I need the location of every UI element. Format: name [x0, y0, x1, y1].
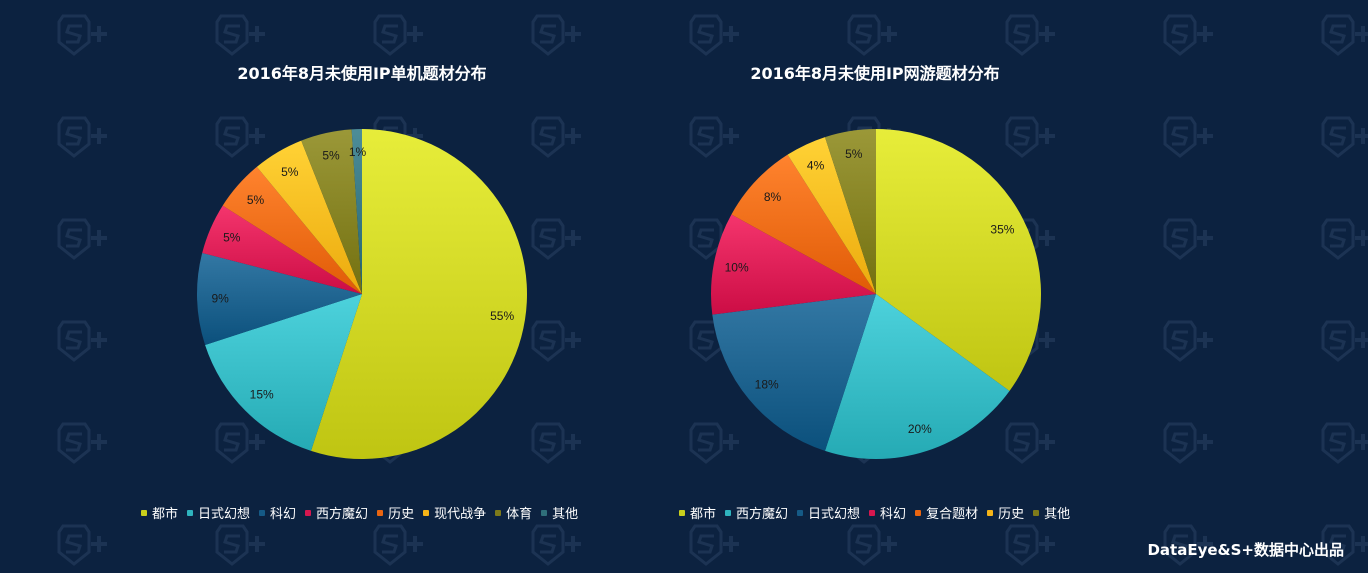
pie-slice-label-online-2: 18% [755, 377, 779, 391]
pie-slice-label-standalone-4: 5% [247, 193, 265, 207]
legend-label: 现代战争 [434, 507, 487, 522]
legend-item-online-1[interactable]: 西方魔幻 [725, 503, 788, 522]
legend-label: 科幻 [270, 507, 297, 522]
legend-item-online-4[interactable]: 复合题材 [915, 503, 978, 522]
legend-label: 西方魔幻 [316, 507, 369, 522]
legend-item-online-0[interactable]: 都市 [679, 503, 716, 522]
legend-swatch [1033, 509, 1040, 516]
legend-item-online-3[interactable]: 科幻 [869, 503, 906, 522]
legend-label: 其他 [552, 507, 579, 522]
legend-label: 都市 [690, 507, 717, 522]
legend-swatch [797, 509, 804, 516]
pie-slice-standalone-0 [311, 129, 527, 459]
legend-swatch [869, 509, 876, 516]
legend-item-standalone-7[interactable]: 其他 [541, 503, 578, 522]
legend-swatch [541, 509, 548, 516]
pie-slice-label-standalone-1: 15% [250, 387, 274, 401]
legend-label: 日式幻想 [808, 507, 861, 522]
legend-item-online-2[interactable]: 日式幻想 [797, 503, 860, 522]
legend-swatch [725, 509, 732, 516]
pie-slice-standalone-4 [222, 166, 362, 294]
legend-label: 其他 [1044, 507, 1071, 522]
legend-swatch [141, 509, 147, 516]
legend-swatch [259, 509, 266, 516]
legend-label: 日式幻想 [198, 507, 251, 522]
legend-standalone: 都市 日式幻想 科幻 西方魔幻 历史 现代战争 体育 其他 [141, 503, 587, 522]
pie-slice-label-online-6: 5% [845, 147, 863, 161]
pie-slice-standalone-6 [301, 129, 362, 294]
legend-item-standalone-4[interactable]: 历史 [377, 503, 414, 522]
legend-swatch [423, 509, 430, 516]
pie-slice-online-1 [825, 294, 1010, 459]
legend-item-online-6[interactable]: 其他 [1033, 503, 1070, 522]
legend-item-standalone-6[interactable]: 体育 [495, 503, 532, 522]
pie-slice-label-standalone-3: 5% [223, 231, 241, 245]
pie-slice-label-online-1: 20% [908, 422, 932, 436]
chart-title-standalone: 2016年8月未使用IP单机题材分布 [237, 64, 487, 83]
legend-label: 复合题材 [926, 507, 979, 522]
legend-label: 历史 [998, 507, 1025, 522]
legend-swatch [495, 509, 502, 516]
pie-slice-label-online-3: 10% [725, 260, 749, 274]
pie-slice-label-standalone-5: 5% [281, 165, 299, 179]
pie-slice-online-2 [712, 294, 876, 451]
legend-online: 都市 西方魔幻 日式幻想 科幻 复合题材 历史 其他 [679, 503, 1079, 522]
credit-text: DataEye&S+数据中心出品 [1147, 541, 1344, 559]
pie-slice-online-5 [787, 137, 876, 294]
legend-item-standalone-2[interactable]: 科幻 [259, 503, 296, 522]
legend-item-standalone-1[interactable]: 日式幻想 [187, 503, 250, 522]
pie-slice-label-standalone-6: 5% [322, 149, 340, 163]
pie-slice-label-online-0: 35% [990, 223, 1014, 237]
legend-item-standalone-3[interactable]: 西方魔幻 [305, 503, 368, 522]
pie-slice-label-online-4: 8% [764, 190, 782, 204]
chart-title-online: 2016年8月未使用IP网游题材分布 [750, 64, 1000, 83]
legend-label: 体育 [506, 507, 533, 522]
legend-item-standalone-0[interactable]: 都市 [141, 503, 178, 522]
pie-slice-label-standalone-0: 55% [490, 309, 514, 323]
legend-label: 都市 [152, 507, 179, 522]
legend-label: 历史 [388, 507, 415, 522]
legend-label: 西方魔幻 [736, 507, 789, 522]
pie-slice-online-6 [825, 129, 876, 294]
legend-swatch [679, 509, 685, 516]
legend-swatch [187, 509, 194, 516]
pie-slice-label-standalone-7: 1% [349, 145, 367, 159]
pie-slice-online-0 [876, 129, 1041, 391]
pie-slice-standalone-3 [202, 205, 362, 294]
pie-slice-online-4 [731, 154, 876, 294]
pie-slice-label-online-5: 4% [807, 159, 825, 173]
legend-swatch [305, 509, 312, 516]
pie-slice-label-standalone-2: 9% [211, 291, 229, 305]
legend-swatch [377, 509, 384, 516]
legend-label: 科幻 [880, 507, 907, 522]
pie-slice-standalone-2 [197, 252, 362, 345]
pie-slice-standalone-1 [205, 294, 362, 451]
legend-item-online-5[interactable]: 历史 [987, 503, 1024, 522]
pie-slice-online-3 [711, 214, 876, 315]
legend-item-standalone-5[interactable]: 现代战争 [423, 503, 486, 522]
pie-slice-standalone-7 [351, 129, 362, 294]
legend-swatch [987, 509, 994, 516]
pie-slice-standalone-5 [256, 140, 362, 294]
legend-swatch [915, 509, 922, 516]
